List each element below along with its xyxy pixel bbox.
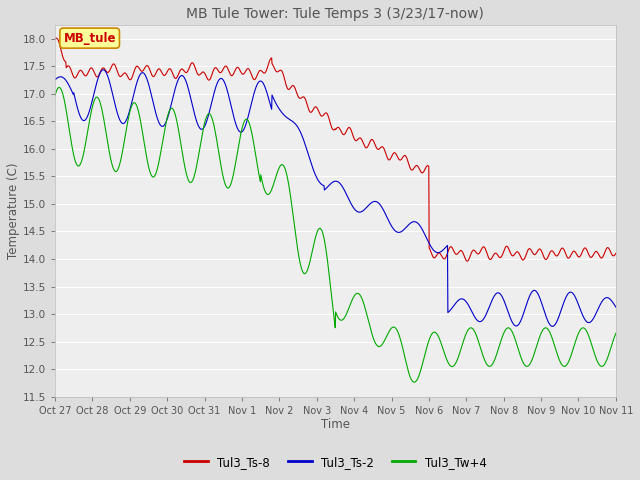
Tul3_Tw+4: [51, 93, 59, 98]
Tul3_Tw+4: [289, 215, 297, 220]
Tul3_Ts-2: [548, 324, 556, 329]
Tul3_Tw+4: [410, 379, 418, 385]
Tul3_Ts-8: [52, 35, 60, 41]
Tul3_Ts-2: [311, 171, 319, 177]
Tul3_Tw+4: [371, 338, 378, 344]
Tul3_Tw+4: [301, 271, 308, 276]
Line: Tul3_Ts-2: Tul3_Ts-2: [55, 70, 616, 326]
Tul3_Ts-2: [51, 77, 59, 83]
Tul3_Ts-8: [51, 36, 59, 42]
Tul3_Ts-8: [371, 141, 378, 146]
Tul3_Ts-8: [118, 73, 125, 79]
Tul3_Ts-2: [118, 120, 125, 126]
Tul3_Ts-2: [95, 74, 102, 80]
Text: MB_tule: MB_tule: [63, 32, 116, 45]
Tul3_Tw+4: [118, 153, 125, 159]
Tul3_Tw+4: [311, 236, 319, 242]
Tul3_Ts-2: [371, 199, 378, 204]
Line: Tul3_Ts-8: Tul3_Ts-8: [55, 38, 616, 261]
Tul3_Ts-8: [311, 104, 319, 110]
Tul3_Ts-2: [301, 141, 308, 147]
Tul3_Ts-8: [301, 96, 308, 101]
X-axis label: Time: Time: [321, 419, 350, 432]
Tul3_Tw+4: [612, 330, 620, 336]
Tul3_Tw+4: [55, 84, 63, 90]
Tul3_Tw+4: [95, 96, 102, 102]
Line: Tul3_Tw+4: Tul3_Tw+4: [55, 87, 616, 382]
Legend: Tul3_Ts-8, Tul3_Ts-2, Tul3_Tw+4: Tul3_Ts-8, Tul3_Ts-2, Tul3_Tw+4: [180, 451, 491, 473]
Tul3_Ts-8: [95, 72, 102, 78]
Title: MB Tule Tower: Tule Temps 3 (3/23/17-now): MB Tule Tower: Tule Temps 3 (3/23/17-now…: [186, 7, 484, 21]
Tul3_Ts-8: [289, 83, 297, 88]
Tul3_Ts-8: [463, 258, 471, 264]
Tul3_Ts-2: [289, 119, 297, 125]
Tul3_Ts-2: [99, 67, 107, 72]
Tul3_Ts-8: [612, 251, 620, 256]
Y-axis label: Temperature (C): Temperature (C): [7, 163, 20, 259]
Tul3_Ts-2: [612, 304, 620, 310]
